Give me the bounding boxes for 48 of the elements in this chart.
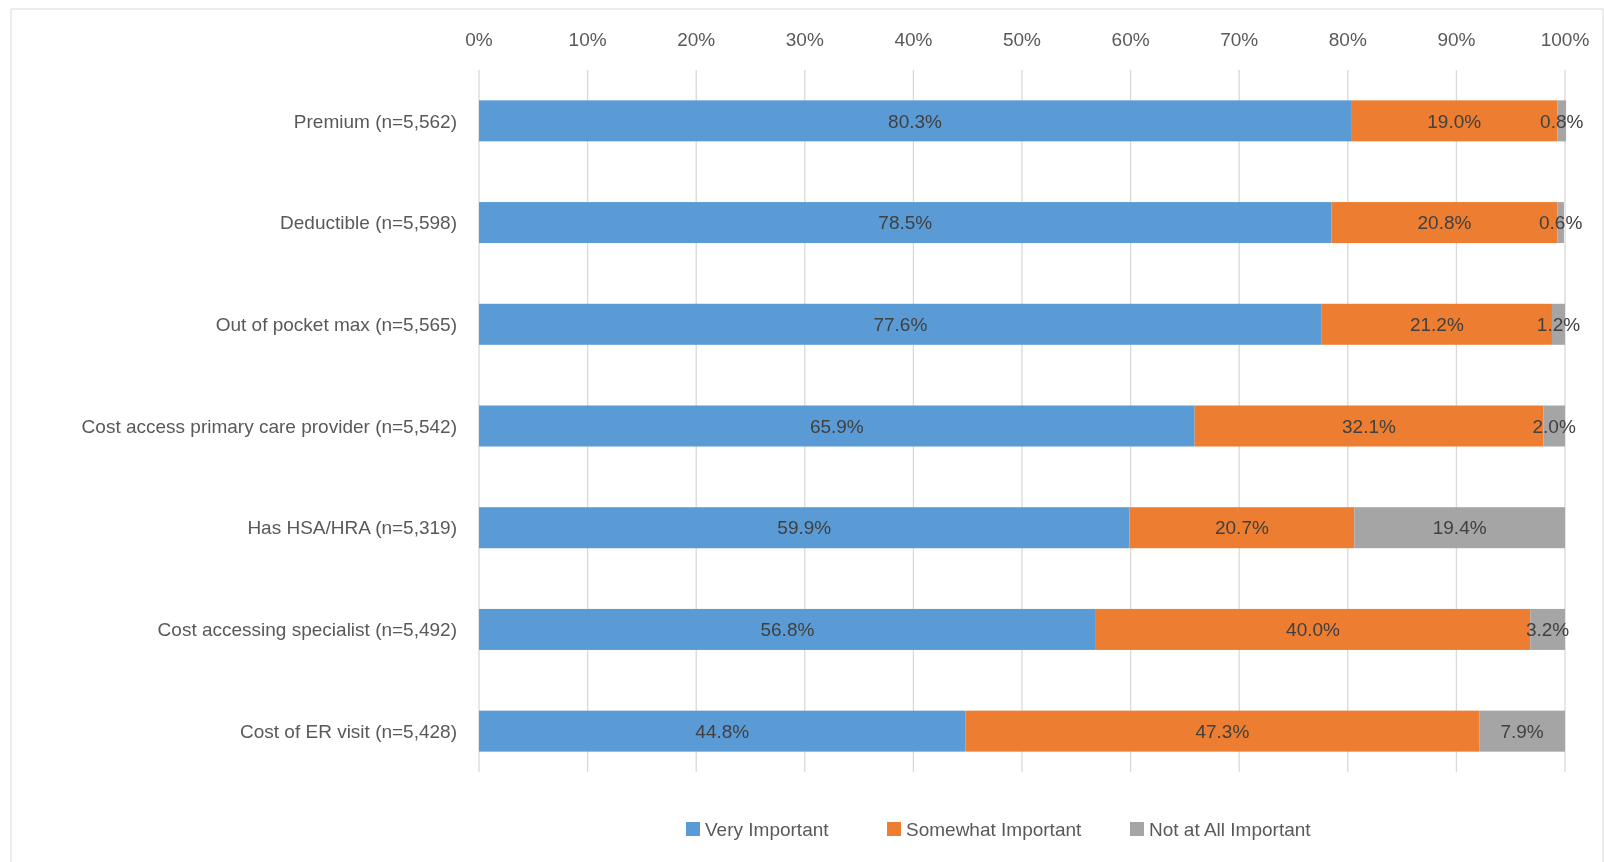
x-tick-label: 10% bbox=[568, 28, 607, 50]
bar bbox=[479, 303, 1322, 345]
y-tick-label: Deductible (n=5,598) bbox=[280, 212, 457, 234]
data-label: 7.9% bbox=[1500, 720, 1544, 742]
y-tick-label: Cost access primary care provider (n=5,542) bbox=[81, 415, 457, 437]
bar bbox=[479, 710, 966, 752]
x-tick-label: 70% bbox=[1220, 28, 1259, 50]
x-tick-label: 60% bbox=[1111, 28, 1150, 50]
data-label: 65.9% bbox=[809, 415, 864, 437]
x-tick-label: 40% bbox=[894, 28, 933, 50]
bar bbox=[479, 100, 1352, 142]
data-label: 20.8% bbox=[1417, 212, 1472, 234]
y-tick-label: Has HSA/HRA (n=5,319) bbox=[247, 517, 457, 539]
bar bbox=[479, 405, 1195, 447]
data-label: 21.2% bbox=[1409, 313, 1464, 335]
y-tick-label: Out of pocket max (n=5,565) bbox=[215, 313, 457, 335]
legend-label: Not at All Important bbox=[1149, 818, 1312, 840]
x-tick-label: 100% bbox=[1540, 28, 1590, 50]
bar bbox=[1354, 507, 1565, 549]
legend-label: Very Important bbox=[705, 818, 830, 840]
bar bbox=[479, 608, 1096, 650]
data-label: 20.7% bbox=[1214, 517, 1269, 539]
x-tick-label: 90% bbox=[1437, 28, 1476, 50]
bar bbox=[1479, 710, 1565, 752]
data-label: 40.0% bbox=[1286, 619, 1341, 641]
data-label: 47.3% bbox=[1195, 720, 1250, 742]
data-label: 19.0% bbox=[1427, 110, 1482, 132]
x-tick-label: 30% bbox=[785, 28, 824, 50]
data-label: 44.8% bbox=[695, 720, 750, 742]
y-tick-label: Cost of ER visit (n=5,428) bbox=[239, 720, 457, 742]
x-tick-label: 20% bbox=[677, 28, 716, 50]
data-label: 19.4% bbox=[1432, 517, 1487, 539]
data-label: 59.9% bbox=[777, 517, 832, 539]
bar bbox=[1129, 507, 1355, 549]
data-label: 32.1% bbox=[1342, 415, 1397, 437]
bar bbox=[479, 202, 1332, 244]
x-tick-label: 0% bbox=[465, 28, 493, 50]
y-tick-label: Premium (n=5,562) bbox=[293, 110, 457, 132]
legend-label: Somewhat Important bbox=[906, 818, 1083, 840]
bar bbox=[479, 507, 1130, 549]
x-tick-label: 80% bbox=[1328, 28, 1367, 50]
data-label: 56.8% bbox=[760, 619, 815, 641]
x-tick-label: 50% bbox=[1002, 28, 1042, 50]
bar bbox=[965, 710, 1480, 752]
data-label: 77.6% bbox=[873, 313, 928, 335]
data-label: 78.5% bbox=[878, 212, 933, 234]
y-tick-label: Cost accessing specialist (n=5,492) bbox=[157, 619, 457, 641]
data-label: 80.3% bbox=[888, 110, 943, 132]
